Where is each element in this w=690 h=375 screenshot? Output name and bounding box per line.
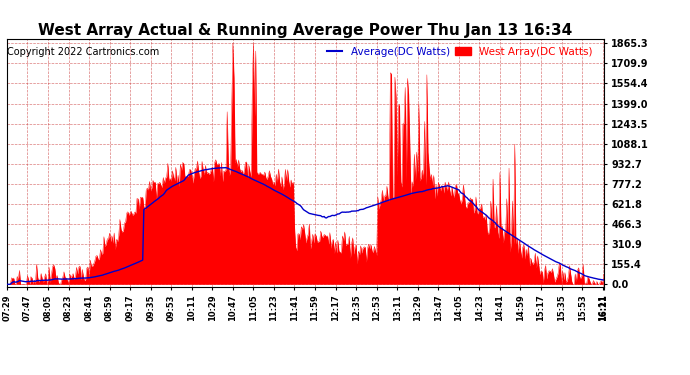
Legend: Average(DC Watts), West Array(DC Watts): Average(DC Watts), West Array(DC Watts): [327, 47, 593, 57]
Text: Copyright 2022 Cartronics.com: Copyright 2022 Cartronics.com: [8, 47, 160, 57]
Title: West Array Actual & Running Average Power Thu Jan 13 16:34: West Array Actual & Running Average Powe…: [38, 23, 573, 38]
